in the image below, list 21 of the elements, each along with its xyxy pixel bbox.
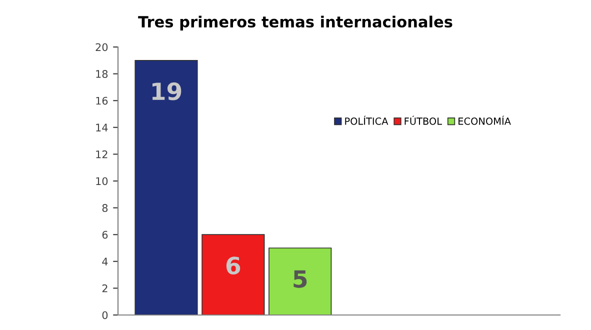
- y-tick-label: 20: [96, 43, 108, 52]
- y-tick-label: 6: [102, 230, 108, 239]
- y-tick-label: 4: [102, 258, 108, 266]
- data-label: 6: [226, 256, 240, 274]
- y-tick-label: 18: [96, 70, 108, 78]
- y-tick-label: 14: [96, 124, 108, 132]
- data-label: 5: [294, 270, 307, 288]
- legend-label: FÚTBOL: [404, 116, 442, 125]
- y-tick-label: 0: [102, 311, 108, 320]
- y-tick-label: 8: [102, 204, 108, 212]
- y-tick-label: 12: [96, 150, 108, 158]
- bar: [268, 248, 332, 315]
- y-tick-label: 2: [102, 284, 108, 292]
- legend-label: POLÍTICA: [345, 116, 388, 125]
- chart-title: Tres primeros temas internacionales: [138, 16, 452, 30]
- y-tick-label: 10: [96, 177, 108, 186]
- data-label: 19: [152, 82, 182, 100]
- bar: [134, 60, 198, 315]
- legend-label: ECONOMÍA: [458, 116, 511, 125]
- y-tick-label: 16: [96, 96, 108, 105]
- bar: [202, 234, 265, 315]
